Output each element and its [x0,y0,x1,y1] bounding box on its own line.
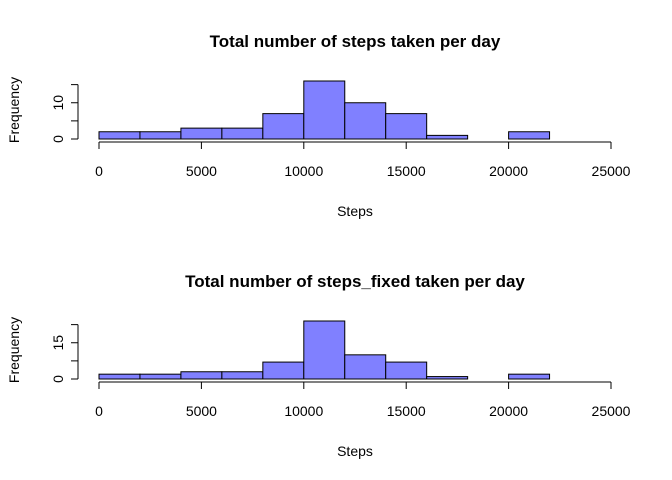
x-tick-label: 15000 [387,403,426,419]
histogram-bar [385,113,428,140]
histogram-bar [262,113,305,140]
x-tick-label: 0 [95,163,103,179]
histogram-bar [508,131,551,140]
x-axis-label: Steps [337,443,373,459]
histogram-bar [262,361,305,380]
histogram-bar [139,131,182,140]
histogram-bar [180,127,223,140]
y-tick-label: 0 [50,135,66,143]
histogram-bar [426,134,469,140]
y-tick-label: 0 [50,375,66,383]
histogram-bar [139,373,182,380]
histogram-bar [98,373,141,380]
histogram-panel-steps-fixed: Total number of steps_fixed taken per da… [6,272,631,459]
histogram-bar [303,80,346,140]
x-axis-label: Steps [337,203,373,219]
y-tick-label: 15 [50,335,66,351]
y-tick-label: 10 [50,95,66,111]
x-tick-label: 10000 [284,403,323,419]
histogram-panel-steps: Total number of steps taken per day 0 5000… [6,32,631,219]
x-tick-label: 10000 [284,163,323,179]
x-tick-label: 0 [95,403,103,419]
histogram-bar [98,131,141,140]
histogram-bar [303,320,346,380]
x-tick-label: 5000 [186,163,217,179]
histogram-bar [385,361,428,380]
x-tick-label: 25000 [592,403,631,419]
histogram-bar [221,127,264,140]
x-tick-label: 5000 [186,403,217,419]
x-tick-label: 20000 [489,403,528,419]
chart-title: Total number of steps_fixed taken per da… [185,272,525,291]
chart-title: Total number of steps taken per day [210,32,501,51]
histogram-bar [221,371,264,380]
histogram-bar [180,371,223,380]
x-tick-label: 15000 [387,163,426,179]
histogram-bar [344,102,387,140]
y-axis-label: Frequency [6,77,22,143]
x-tick-label: 20000 [489,163,528,179]
histogram-bar [508,373,551,380]
histogram-bar [426,376,469,380]
histogram-bar [344,354,387,380]
x-tick-label: 25000 [592,163,631,179]
y-axis-label: Frequency [6,317,22,383]
